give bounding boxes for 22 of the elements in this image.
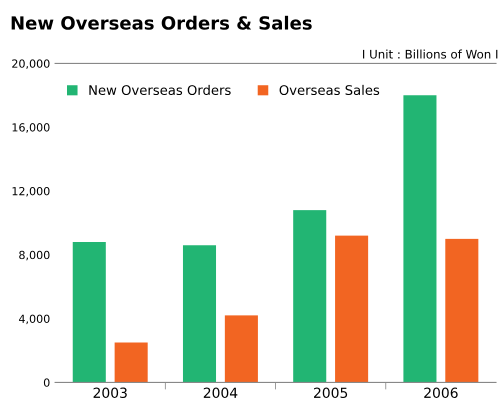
- bar: [182, 245, 216, 382]
- y-tick-label: 12,000: [12, 186, 50, 197]
- bar: [403, 95, 436, 382]
- y-tick-label: 16,000: [12, 123, 50, 133]
- bar: [335, 236, 368, 382]
- x-tick-label: 2005: [314, 388, 348, 398]
- y-tick-label: 0: [44, 378, 50, 387]
- x-tick-label: 2004: [204, 388, 238, 398]
- y-tick-label: 20,000: [12, 59, 50, 69]
- bar: [445, 238, 478, 382]
- x-tick-label: 2006: [424, 388, 458, 398]
- y-tick-label: 4,000: [18, 314, 50, 324]
- bar: [72, 242, 106, 382]
- bar: [224, 315, 258, 382]
- chart-title: New Overseas Orders & Sales: [12, 16, 312, 30]
- y-tick-label: 8,000: [19, 250, 50, 260]
- legend-label: New Overseas Orders: [89, 84, 231, 96]
- legend-label: Overseas Sales: [280, 84, 380, 96]
- x-tick-label: 2003: [94, 388, 127, 398]
- bar: [293, 210, 326, 382]
- bar: [114, 342, 148, 382]
- text: I Unit : Billions of Won I: [363, 50, 498, 59]
